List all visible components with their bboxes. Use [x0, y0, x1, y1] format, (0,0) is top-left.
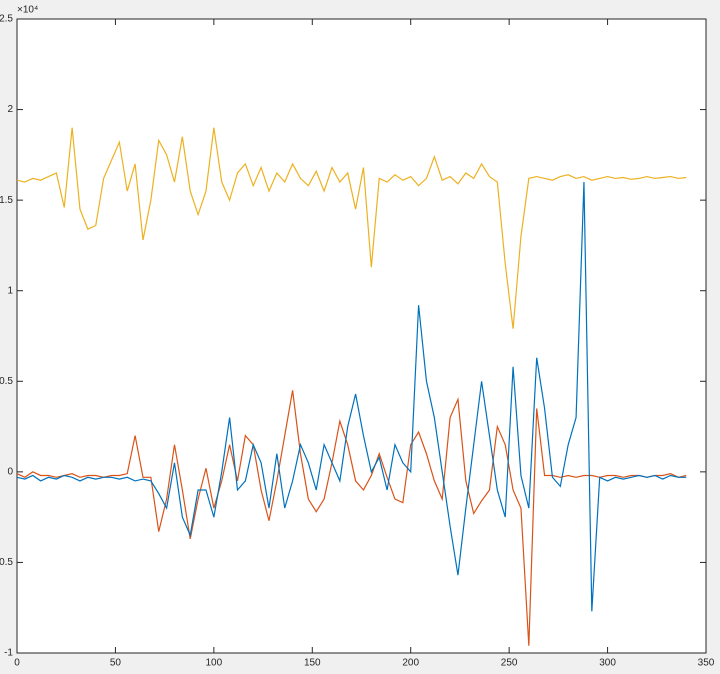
- x-tick-label: 0: [14, 658, 20, 669]
- series-line: [16, 182, 687, 612]
- y-tick-label: 2: [7, 104, 13, 115]
- x-tick-label: 200: [402, 658, 419, 669]
- series-line: [16, 390, 687, 646]
- y-tick-label: -0.5: [0, 557, 13, 568]
- y-tick-label: 0: [7, 466, 13, 477]
- x-tick-label: 300: [599, 658, 616, 669]
- y-tick-label: 2.5: [0, 14, 13, 25]
- x-tick-label: 350: [698, 658, 715, 669]
- y-tick-label: -1: [4, 648, 13, 659]
- y-tick-label: 1.5: [0, 195, 13, 206]
- x-tick-label: 150: [304, 658, 321, 669]
- y-exponent: ×10⁴: [17, 5, 38, 16]
- y-tick-label: 0.5: [0, 376, 13, 387]
- plot-area: [16, 18, 707, 654]
- series-line: [16, 127, 687, 329]
- x-tick-label: 250: [501, 658, 518, 669]
- x-tick-label: 50: [110, 658, 122, 669]
- y-tick-label: 1: [7, 285, 13, 296]
- x-tick-label: 100: [206, 658, 223, 669]
